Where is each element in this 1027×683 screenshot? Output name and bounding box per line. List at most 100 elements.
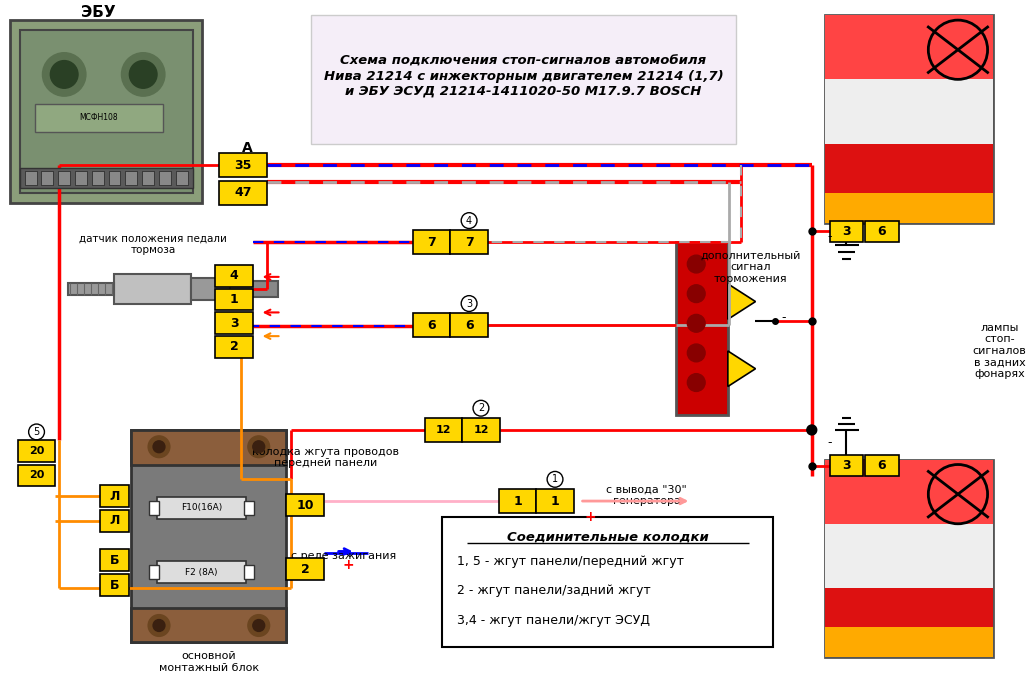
Text: 2: 2 bbox=[301, 563, 309, 576]
Text: 3: 3 bbox=[842, 225, 850, 238]
FancyBboxPatch shape bbox=[219, 181, 267, 205]
FancyBboxPatch shape bbox=[216, 336, 253, 358]
Text: +: + bbox=[584, 510, 597, 524]
FancyBboxPatch shape bbox=[191, 278, 230, 300]
FancyBboxPatch shape bbox=[825, 588, 992, 628]
FancyBboxPatch shape bbox=[216, 289, 253, 311]
FancyBboxPatch shape bbox=[499, 489, 536, 513]
FancyBboxPatch shape bbox=[450, 230, 488, 254]
FancyBboxPatch shape bbox=[142, 171, 154, 185]
FancyBboxPatch shape bbox=[677, 242, 728, 415]
FancyBboxPatch shape bbox=[825, 79, 992, 143]
FancyBboxPatch shape bbox=[157, 497, 245, 519]
Text: 3: 3 bbox=[842, 459, 850, 472]
FancyBboxPatch shape bbox=[216, 312, 253, 334]
FancyBboxPatch shape bbox=[413, 313, 450, 337]
FancyBboxPatch shape bbox=[825, 143, 992, 193]
Circle shape bbox=[153, 441, 165, 453]
Text: 1: 1 bbox=[551, 474, 558, 484]
FancyBboxPatch shape bbox=[149, 566, 159, 579]
FancyBboxPatch shape bbox=[216, 265, 253, 287]
FancyBboxPatch shape bbox=[244, 566, 254, 579]
FancyBboxPatch shape bbox=[462, 418, 500, 442]
FancyBboxPatch shape bbox=[830, 221, 863, 242]
Circle shape bbox=[248, 615, 270, 637]
Circle shape bbox=[687, 374, 706, 391]
Text: дополнительный
сигнал
торможения: дополнительный сигнал торможения bbox=[700, 251, 801, 283]
Text: 1: 1 bbox=[230, 293, 238, 306]
Circle shape bbox=[50, 61, 78, 88]
Text: 6: 6 bbox=[427, 319, 435, 332]
Circle shape bbox=[42, 53, 86, 96]
FancyBboxPatch shape bbox=[424, 418, 462, 442]
Text: с вывода "30"
генератора: с вывода "30" генератора bbox=[607, 484, 687, 506]
Text: 1: 1 bbox=[550, 494, 560, 507]
FancyBboxPatch shape bbox=[68, 283, 114, 294]
FancyBboxPatch shape bbox=[17, 440, 55, 462]
Text: 3: 3 bbox=[466, 298, 472, 309]
Text: 7: 7 bbox=[427, 236, 435, 249]
Circle shape bbox=[153, 619, 165, 631]
FancyBboxPatch shape bbox=[443, 517, 773, 647]
FancyBboxPatch shape bbox=[100, 549, 129, 571]
FancyBboxPatch shape bbox=[311, 15, 735, 143]
Text: колодка жгута проводов
передней панели: колодка жгута проводов передней панели bbox=[253, 447, 400, 469]
Circle shape bbox=[807, 425, 816, 435]
FancyBboxPatch shape bbox=[157, 561, 245, 583]
Circle shape bbox=[687, 314, 706, 332]
FancyBboxPatch shape bbox=[75, 171, 87, 185]
FancyBboxPatch shape bbox=[91, 171, 104, 185]
FancyBboxPatch shape bbox=[100, 510, 129, 531]
FancyBboxPatch shape bbox=[536, 489, 574, 513]
Text: 12: 12 bbox=[473, 425, 489, 435]
FancyBboxPatch shape bbox=[825, 15, 992, 223]
Text: +: + bbox=[343, 558, 354, 572]
FancyBboxPatch shape bbox=[100, 485, 129, 507]
FancyBboxPatch shape bbox=[20, 30, 193, 193]
FancyBboxPatch shape bbox=[159, 171, 170, 185]
Text: 1: 1 bbox=[514, 494, 522, 507]
FancyBboxPatch shape bbox=[244, 501, 254, 515]
FancyBboxPatch shape bbox=[59, 171, 70, 185]
FancyBboxPatch shape bbox=[25, 171, 37, 185]
Polygon shape bbox=[728, 351, 756, 387]
Text: 4: 4 bbox=[466, 216, 472, 225]
Circle shape bbox=[253, 441, 265, 453]
Text: 20: 20 bbox=[29, 471, 44, 480]
Text: 6: 6 bbox=[878, 459, 886, 472]
Text: Л: Л bbox=[109, 490, 120, 503]
Text: 2: 2 bbox=[478, 403, 484, 413]
FancyBboxPatch shape bbox=[109, 171, 120, 185]
FancyBboxPatch shape bbox=[10, 20, 202, 203]
Text: 2: 2 bbox=[230, 341, 238, 354]
Text: Б: Б bbox=[110, 554, 119, 567]
Circle shape bbox=[253, 619, 265, 631]
Text: 2 - жгут панели/задний жгут: 2 - жгут панели/задний жгут bbox=[457, 585, 651, 598]
FancyBboxPatch shape bbox=[287, 558, 324, 580]
Circle shape bbox=[148, 615, 169, 637]
Text: 1, 5 - жгут панели/передний жгут: 1, 5 - жгут панели/передний жгут bbox=[457, 555, 684, 568]
Text: 3,4 - жгут панели/жгут ЭСУД: 3,4 - жгут панели/жгут ЭСУД bbox=[457, 614, 650, 627]
Circle shape bbox=[148, 436, 169, 458]
Text: -: - bbox=[782, 311, 786, 324]
FancyBboxPatch shape bbox=[114, 274, 191, 303]
Text: Л: Л bbox=[109, 514, 120, 527]
Text: 3: 3 bbox=[230, 317, 238, 330]
FancyBboxPatch shape bbox=[825, 15, 992, 79]
Text: -: - bbox=[828, 436, 832, 449]
FancyBboxPatch shape bbox=[825, 628, 992, 657]
Text: 5: 5 bbox=[34, 427, 40, 437]
Text: F2 (8A): F2 (8A) bbox=[185, 568, 218, 576]
Text: 10: 10 bbox=[297, 499, 314, 512]
FancyBboxPatch shape bbox=[20, 168, 193, 188]
Circle shape bbox=[687, 285, 706, 303]
Text: 20: 20 bbox=[29, 446, 44, 456]
Text: датчик положения педали
тормоза: датчик положения педали тормоза bbox=[79, 234, 227, 255]
FancyBboxPatch shape bbox=[450, 313, 488, 337]
FancyBboxPatch shape bbox=[149, 501, 159, 515]
Circle shape bbox=[248, 436, 270, 458]
FancyBboxPatch shape bbox=[825, 193, 992, 223]
FancyBboxPatch shape bbox=[17, 464, 55, 486]
FancyBboxPatch shape bbox=[287, 494, 324, 516]
Text: 12: 12 bbox=[435, 425, 451, 435]
